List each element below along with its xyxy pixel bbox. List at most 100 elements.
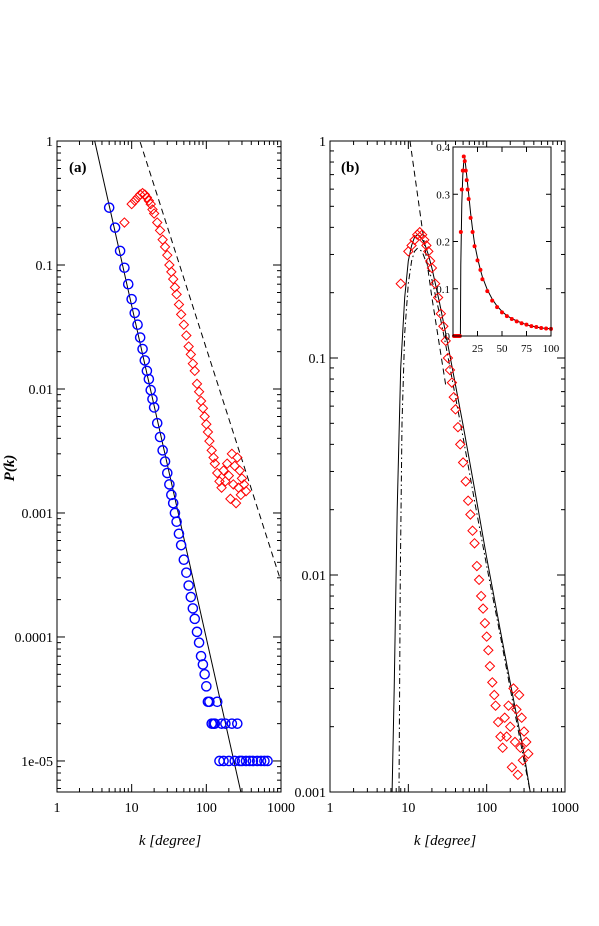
panel-a-series0-point — [232, 718, 243, 729]
inset-point — [462, 159, 467, 164]
panel-a-series0-point — [204, 696, 215, 708]
panel-b-y-tick-label: 0.01 — [302, 569, 327, 584]
panel-b-x-tick-label: 1 — [327, 801, 334, 816]
inset-point — [470, 230, 475, 235]
panel-a-series1-point — [216, 482, 227, 493]
panel-b-series0-point — [416, 229, 428, 241]
panel-a-y-tick-label: 1e-05 — [21, 755, 53, 770]
panel-a-series1-point — [240, 485, 252, 497]
panel-b-series0-point — [411, 229, 423, 241]
panel-a-series0-point — [148, 402, 160, 413]
panel-a-y-tick-label: 0.0001 — [15, 631, 54, 646]
inset-y-tick-label: 0 — [445, 331, 451, 343]
panel-a-series0-point — [240, 755, 252, 767]
panel-a-series0-point — [178, 554, 190, 565]
panel-a-series1-point — [206, 445, 218, 456]
panel-b-series0-point — [497, 742, 508, 754]
panel-a-series0-point — [126, 293, 137, 305]
inset-point — [495, 305, 500, 310]
panel-b-series0-point — [499, 712, 511, 724]
panel-b-series0-point — [450, 404, 461, 415]
panel-a-series1-point — [202, 426, 214, 438]
panel-a-series1-point — [141, 192, 153, 203]
panel-b-series0-point — [429, 278, 441, 290]
panel-a-series1-point — [199, 411, 210, 422]
panel-a-series0-point — [143, 373, 155, 385]
inset-x-tick-label: 100 — [543, 343, 560, 355]
panel-a-series0-point — [167, 497, 179, 509]
panel-b-series0-point — [513, 689, 525, 701]
panel-a-series0-point — [193, 637, 205, 648]
panel-a-series0-point — [244, 755, 255, 767]
panel-b-series0-point — [442, 352, 454, 364]
inset-point — [460, 168, 465, 173]
inset-point — [478, 267, 483, 272]
panel-b-series0-point — [395, 278, 407, 290]
panel-a-series1-point — [161, 249, 173, 261]
panel-a-series0-point — [211, 696, 223, 708]
panel-b-series0-point — [454, 439, 466, 450]
panel-b-x-tick-label: 100 — [476, 801, 497, 816]
panel-a-series1-point — [159, 241, 171, 253]
panel-b-series0-point — [488, 689, 500, 701]
panel-a-series0-point — [229, 755, 241, 767]
panel-a-series1-point — [232, 452, 243, 463]
panel-a-series0-point — [175, 539, 187, 551]
panel-b-series0-point — [465, 509, 476, 520]
inset-point — [466, 196, 471, 201]
panel-a-series0-point — [255, 755, 267, 767]
panel-a-series0-point — [236, 755, 248, 767]
panel-a-frame — [56, 140, 282, 793]
panel-b-series0-point — [473, 574, 485, 586]
inset-point — [461, 154, 466, 159]
panel-b-series0-point — [469, 537, 480, 549]
panel-b-series0-point — [508, 683, 519, 694]
panel-b-series0-point — [490, 700, 501, 711]
panel-a-series1-point — [148, 208, 160, 219]
inset-point — [534, 325, 539, 330]
panel-a-series0-point — [181, 567, 192, 578]
panel-b-series0-point — [511, 704, 522, 715]
panel-a-series1-point — [218, 465, 229, 476]
panel-a-series1-point — [119, 217, 130, 228]
inset-point — [514, 319, 519, 324]
inset-point — [524, 322, 529, 327]
panel-a-series0-point — [220, 718, 231, 729]
panel-a-series1-point — [191, 378, 203, 390]
panel-b-series0-point — [435, 308, 447, 320]
panel-b-x-tick-label: 1000 — [551, 801, 579, 816]
panel-b-series0-point — [479, 617, 491, 629]
panel-a-series1-point — [151, 217, 163, 228]
inset-point — [463, 168, 468, 173]
panel-b-series0-point — [520, 736, 532, 748]
panel-a-series0-point — [262, 755, 273, 767]
panel-a-y-tick-label: 0.01 — [29, 383, 54, 398]
inset-point — [464, 178, 469, 183]
panel-a-series1-point — [223, 470, 235, 481]
inset-y-tick-label: 0.3 — [436, 189, 450, 201]
panel-b-series0-point — [440, 335, 452, 347]
panel-a-series0-point — [157, 445, 168, 456]
panel-b-series0-point — [462, 495, 474, 507]
panel-b-series0-point — [518, 726, 530, 737]
panel-b-y-tick-label: 1 — [319, 135, 326, 150]
panel-a-fit-line-solid — [94, 141, 242, 792]
panel-a-y-axis-title: P(k) — [2, 455, 18, 482]
panel-b-series0-point — [403, 246, 414, 257]
panel-b-series0-point — [522, 748, 534, 760]
panel-a-series1-point — [173, 299, 185, 310]
panel-b-series0-point — [457, 457, 469, 468]
panel-a-series1-point — [147, 204, 158, 215]
panel-b-series0-point — [495, 731, 506, 742]
panel-a-fit-line-dashed — [139, 141, 281, 582]
panel-a-marks — [94, 141, 281, 792]
panel-b-frame — [329, 140, 566, 793]
panel-b-series0-point — [486, 677, 498, 688]
panel-b-series0-point — [516, 712, 528, 724]
panel-b-series0-point — [506, 761, 518, 773]
panel-a-series1-point — [226, 448, 238, 460]
panel-a-series1-point — [234, 465, 246, 476]
panel-b-series0-point — [432, 292, 444, 303]
panel-a-series0-point — [151, 417, 163, 429]
